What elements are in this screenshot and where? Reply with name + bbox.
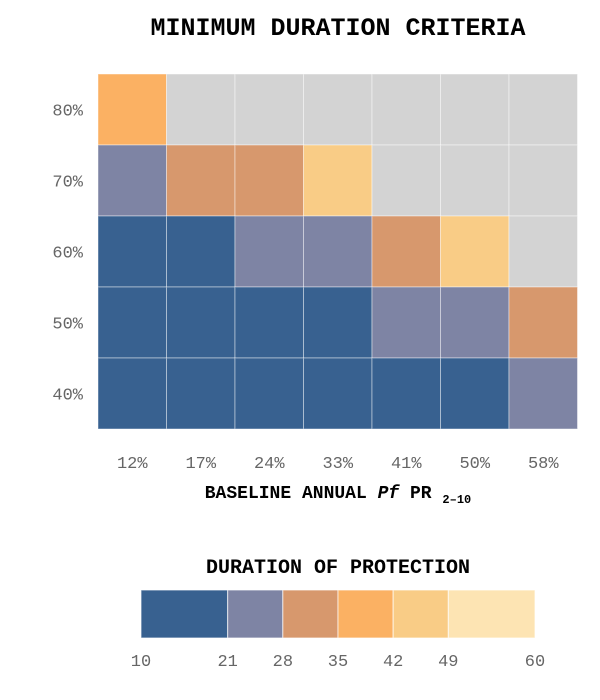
- legend-title: DURATION OF PROTECTION: [206, 557, 470, 580]
- heatmap-cell: [97, 286, 167, 359]
- heatmap-cell: [440, 144, 510, 217]
- y-axis-ticks: 80% 70% 60% 50% 40%: [52, 103, 83, 406]
- y-tick-label: 70%: [52, 174, 83, 193]
- y-tick-label: 80%: [52, 103, 83, 122]
- y-tick-label: 60%: [52, 245, 83, 264]
- legend: 10 21 28 35 42 49 60: [131, 589, 545, 672]
- heatmap-cell: [508, 144, 578, 217]
- heatmap-cell: [234, 144, 304, 217]
- heatmap-grid: [97, 73, 578, 430]
- heatmap-cell: [234, 73, 304, 146]
- legend-swatch: [392, 589, 449, 639]
- legend-tick-label: 10: [131, 653, 151, 672]
- x-axis-ticks: 12% 17% 24% 33% 41% 50% 58%: [117, 455, 559, 474]
- heatmap-cell: [234, 215, 304, 288]
- legend-tick-label: 49: [438, 653, 458, 672]
- heatmap-cell: [440, 215, 510, 288]
- x-axis-label-suffix: PR: [410, 484, 432, 504]
- legend-tick-label: 42: [383, 653, 403, 672]
- heatmap-cell: [303, 286, 373, 359]
- heatmap-cell: [508, 215, 578, 288]
- heatmap-cell: [508, 357, 578, 430]
- legend-tick-label: 21: [217, 653, 237, 672]
- heatmap-cell: [440, 73, 510, 146]
- x-tick-label: 58%: [528, 455, 559, 474]
- heatmap-cell: [166, 215, 236, 288]
- legend-tick-label: 60: [525, 653, 545, 672]
- x-tick-label: 17%: [185, 455, 216, 474]
- legend-swatch: [447, 589, 536, 639]
- heatmap-cell: [97, 73, 167, 146]
- heatmap-cell: [371, 215, 441, 288]
- heatmap-cell: [508, 73, 578, 146]
- y-tick-label: 50%: [52, 316, 83, 335]
- x-axis-label-subscript: 2–10: [442, 493, 471, 507]
- heatmap-cell: [97, 215, 167, 288]
- legend-tick-label: 35: [328, 653, 348, 672]
- heatmap-cell: [166, 357, 236, 430]
- heatmap-cell: [234, 286, 304, 359]
- heatmap-cell: [440, 357, 510, 430]
- heatmap-cell: [371, 357, 441, 430]
- legend-swatch: [227, 589, 284, 639]
- chart-title: MINIMUM DURATION CRITERIA: [150, 14, 525, 43]
- legend-tick-label: 28: [273, 653, 293, 672]
- x-axis-label: BASELINE ANNUAL Pf PR 2–10: [205, 484, 471, 507]
- y-tick-label: 40%: [52, 387, 83, 406]
- heatmap-cell: [303, 215, 373, 288]
- heatmap-cell: [166, 73, 236, 146]
- heatmap-cell: [97, 357, 167, 430]
- legend-swatch: [282, 589, 339, 639]
- heatmap-cell: [508, 286, 578, 359]
- legend-swatch: [140, 589, 229, 639]
- heatmap-cell: [371, 286, 441, 359]
- heatmap-cell: [303, 357, 373, 430]
- x-tick-label: 33%: [322, 455, 353, 474]
- legend-swatch: [337, 589, 394, 639]
- x-axis-label-main: BASELINE ANNUAL: [205, 484, 378, 504]
- heatmap-cell: [97, 144, 167, 217]
- heatmap-cell: [166, 286, 236, 359]
- heatmap-cell: [303, 144, 373, 217]
- heatmap-cell: [303, 73, 373, 146]
- heatmap-cell: [234, 357, 304, 430]
- x-tick-label: 41%: [391, 455, 422, 474]
- heatmap-cell: [166, 144, 236, 217]
- x-tick-label: 24%: [254, 455, 285, 474]
- x-tick-label: 12%: [117, 455, 148, 474]
- heatmap-cell: [371, 144, 441, 217]
- x-tick-label: 50%: [459, 455, 490, 474]
- heatmap-cell: [440, 286, 510, 359]
- heatmap-cell: [371, 73, 441, 146]
- x-axis-label-italic: Pf: [378, 484, 401, 504]
